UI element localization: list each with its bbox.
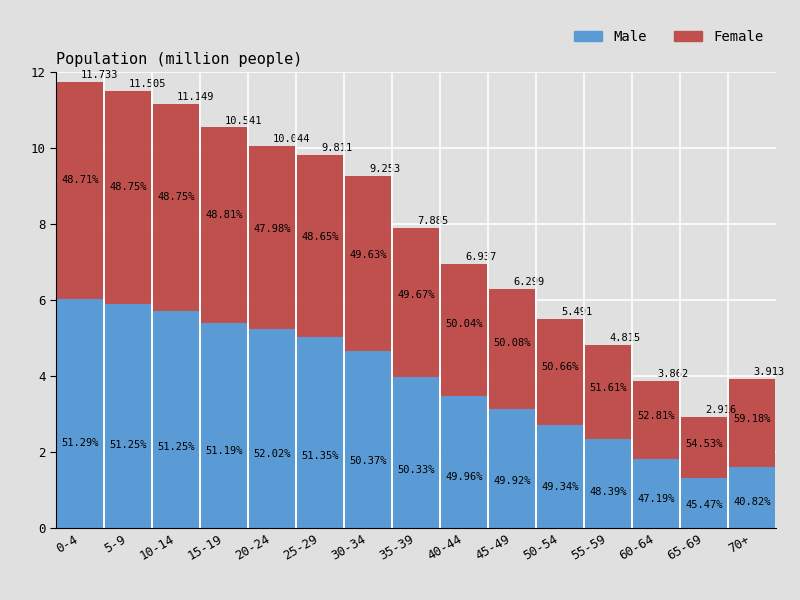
Bar	[153, 311, 199, 528]
Bar	[489, 289, 535, 409]
Text: 50.66%: 50.66%	[542, 362, 578, 372]
Text: 50.37%: 50.37%	[350, 456, 386, 466]
Bar	[153, 104, 199, 311]
Text: 59.18%: 59.18%	[734, 414, 770, 424]
Bar	[393, 377, 439, 528]
Bar	[585, 439, 631, 528]
Bar	[537, 425, 583, 528]
Bar	[297, 155, 343, 337]
Text: 48.81%: 48.81%	[206, 211, 242, 220]
Text: 54.53%: 54.53%	[686, 439, 722, 449]
Bar	[441, 397, 487, 528]
Bar	[105, 304, 151, 528]
Text: 49.34%: 49.34%	[542, 482, 578, 492]
Text: 11.149: 11.149	[177, 92, 214, 103]
Text: 50.04%: 50.04%	[446, 319, 482, 329]
Text: 50.08%: 50.08%	[494, 338, 530, 347]
Text: 51.29%: 51.29%	[62, 438, 98, 448]
Legend: Male, Female: Male, Female	[569, 24, 769, 49]
Text: 48.71%: 48.71%	[62, 175, 98, 185]
Bar	[393, 229, 439, 377]
Bar	[585, 345, 631, 439]
Text: 3.862: 3.862	[657, 370, 688, 379]
Bar	[729, 379, 775, 467]
Text: 48.75%: 48.75%	[158, 192, 194, 202]
Text: 45.47%: 45.47%	[686, 500, 722, 511]
Text: Population (million people): Population (million people)	[56, 52, 302, 67]
Text: 5.491: 5.491	[561, 307, 592, 317]
Text: 49.67%: 49.67%	[398, 290, 434, 301]
Bar	[345, 176, 391, 351]
Text: 10.541: 10.541	[225, 116, 262, 125]
Bar	[537, 319, 583, 425]
Bar	[681, 478, 727, 528]
Text: 4.815: 4.815	[609, 333, 640, 343]
Text: 47.98%: 47.98%	[254, 224, 290, 234]
Bar	[681, 417, 727, 478]
Bar	[441, 265, 487, 397]
Bar	[201, 127, 247, 323]
Text: 49.63%: 49.63%	[350, 250, 386, 260]
Bar	[105, 91, 151, 304]
Text: 52.02%: 52.02%	[254, 449, 290, 458]
Bar	[249, 329, 295, 528]
Text: 48.39%: 48.39%	[590, 487, 626, 497]
Text: 51.25%: 51.25%	[158, 442, 194, 452]
Text: 10.044: 10.044	[273, 134, 310, 145]
Text: 51.19%: 51.19%	[206, 446, 242, 456]
Bar	[57, 299, 103, 528]
Text: 48.75%: 48.75%	[110, 182, 146, 192]
Text: 2.916: 2.916	[705, 405, 736, 415]
Bar	[201, 323, 247, 528]
Text: 7.885: 7.885	[417, 217, 448, 226]
Bar	[633, 459, 679, 528]
Text: 9.253: 9.253	[369, 164, 400, 175]
Bar	[57, 82, 103, 299]
Bar	[249, 146, 295, 329]
Text: 11.733: 11.733	[81, 70, 118, 80]
Bar	[297, 337, 343, 528]
Text: 6.937: 6.937	[465, 253, 496, 262]
Bar	[729, 467, 775, 528]
Text: 48.65%: 48.65%	[302, 232, 338, 242]
Bar	[345, 351, 391, 528]
Text: 40.82%: 40.82%	[734, 497, 770, 507]
Bar	[489, 409, 535, 528]
Bar	[633, 381, 679, 459]
Text: 52.81%: 52.81%	[638, 411, 674, 421]
Text: 6.299: 6.299	[513, 277, 544, 287]
Text: 11.505: 11.505	[129, 79, 166, 89]
Text: 50.33%: 50.33%	[398, 465, 434, 475]
Text: 51.35%: 51.35%	[302, 451, 338, 461]
Text: 3.913: 3.913	[753, 367, 784, 377]
Text: 51.61%: 51.61%	[590, 383, 626, 392]
Text: 47.19%: 47.19%	[638, 494, 674, 504]
Text: 49.92%: 49.92%	[494, 476, 530, 486]
Text: 49.96%: 49.96%	[446, 472, 482, 482]
Text: 51.25%: 51.25%	[110, 440, 146, 449]
Text: 9.811: 9.811	[321, 143, 352, 153]
